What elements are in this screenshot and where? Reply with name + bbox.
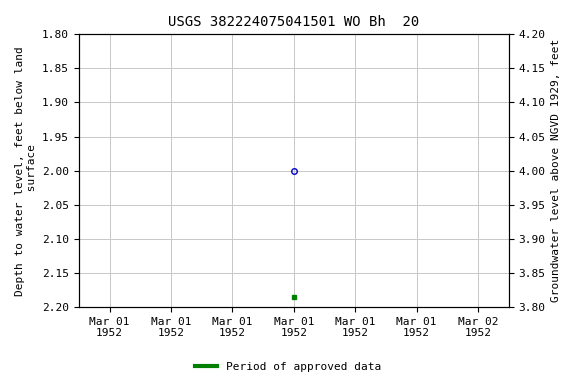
Title: USGS 382224075041501 WO Bh  20: USGS 382224075041501 WO Bh 20 (168, 15, 419, 29)
Y-axis label: Groundwater level above NGVD 1929, feet: Groundwater level above NGVD 1929, feet (551, 39, 561, 302)
Legend: Period of approved data: Period of approved data (191, 358, 385, 377)
Y-axis label: Depth to water level, feet below land
 surface: Depth to water level, feet below land su… (15, 46, 37, 296)
